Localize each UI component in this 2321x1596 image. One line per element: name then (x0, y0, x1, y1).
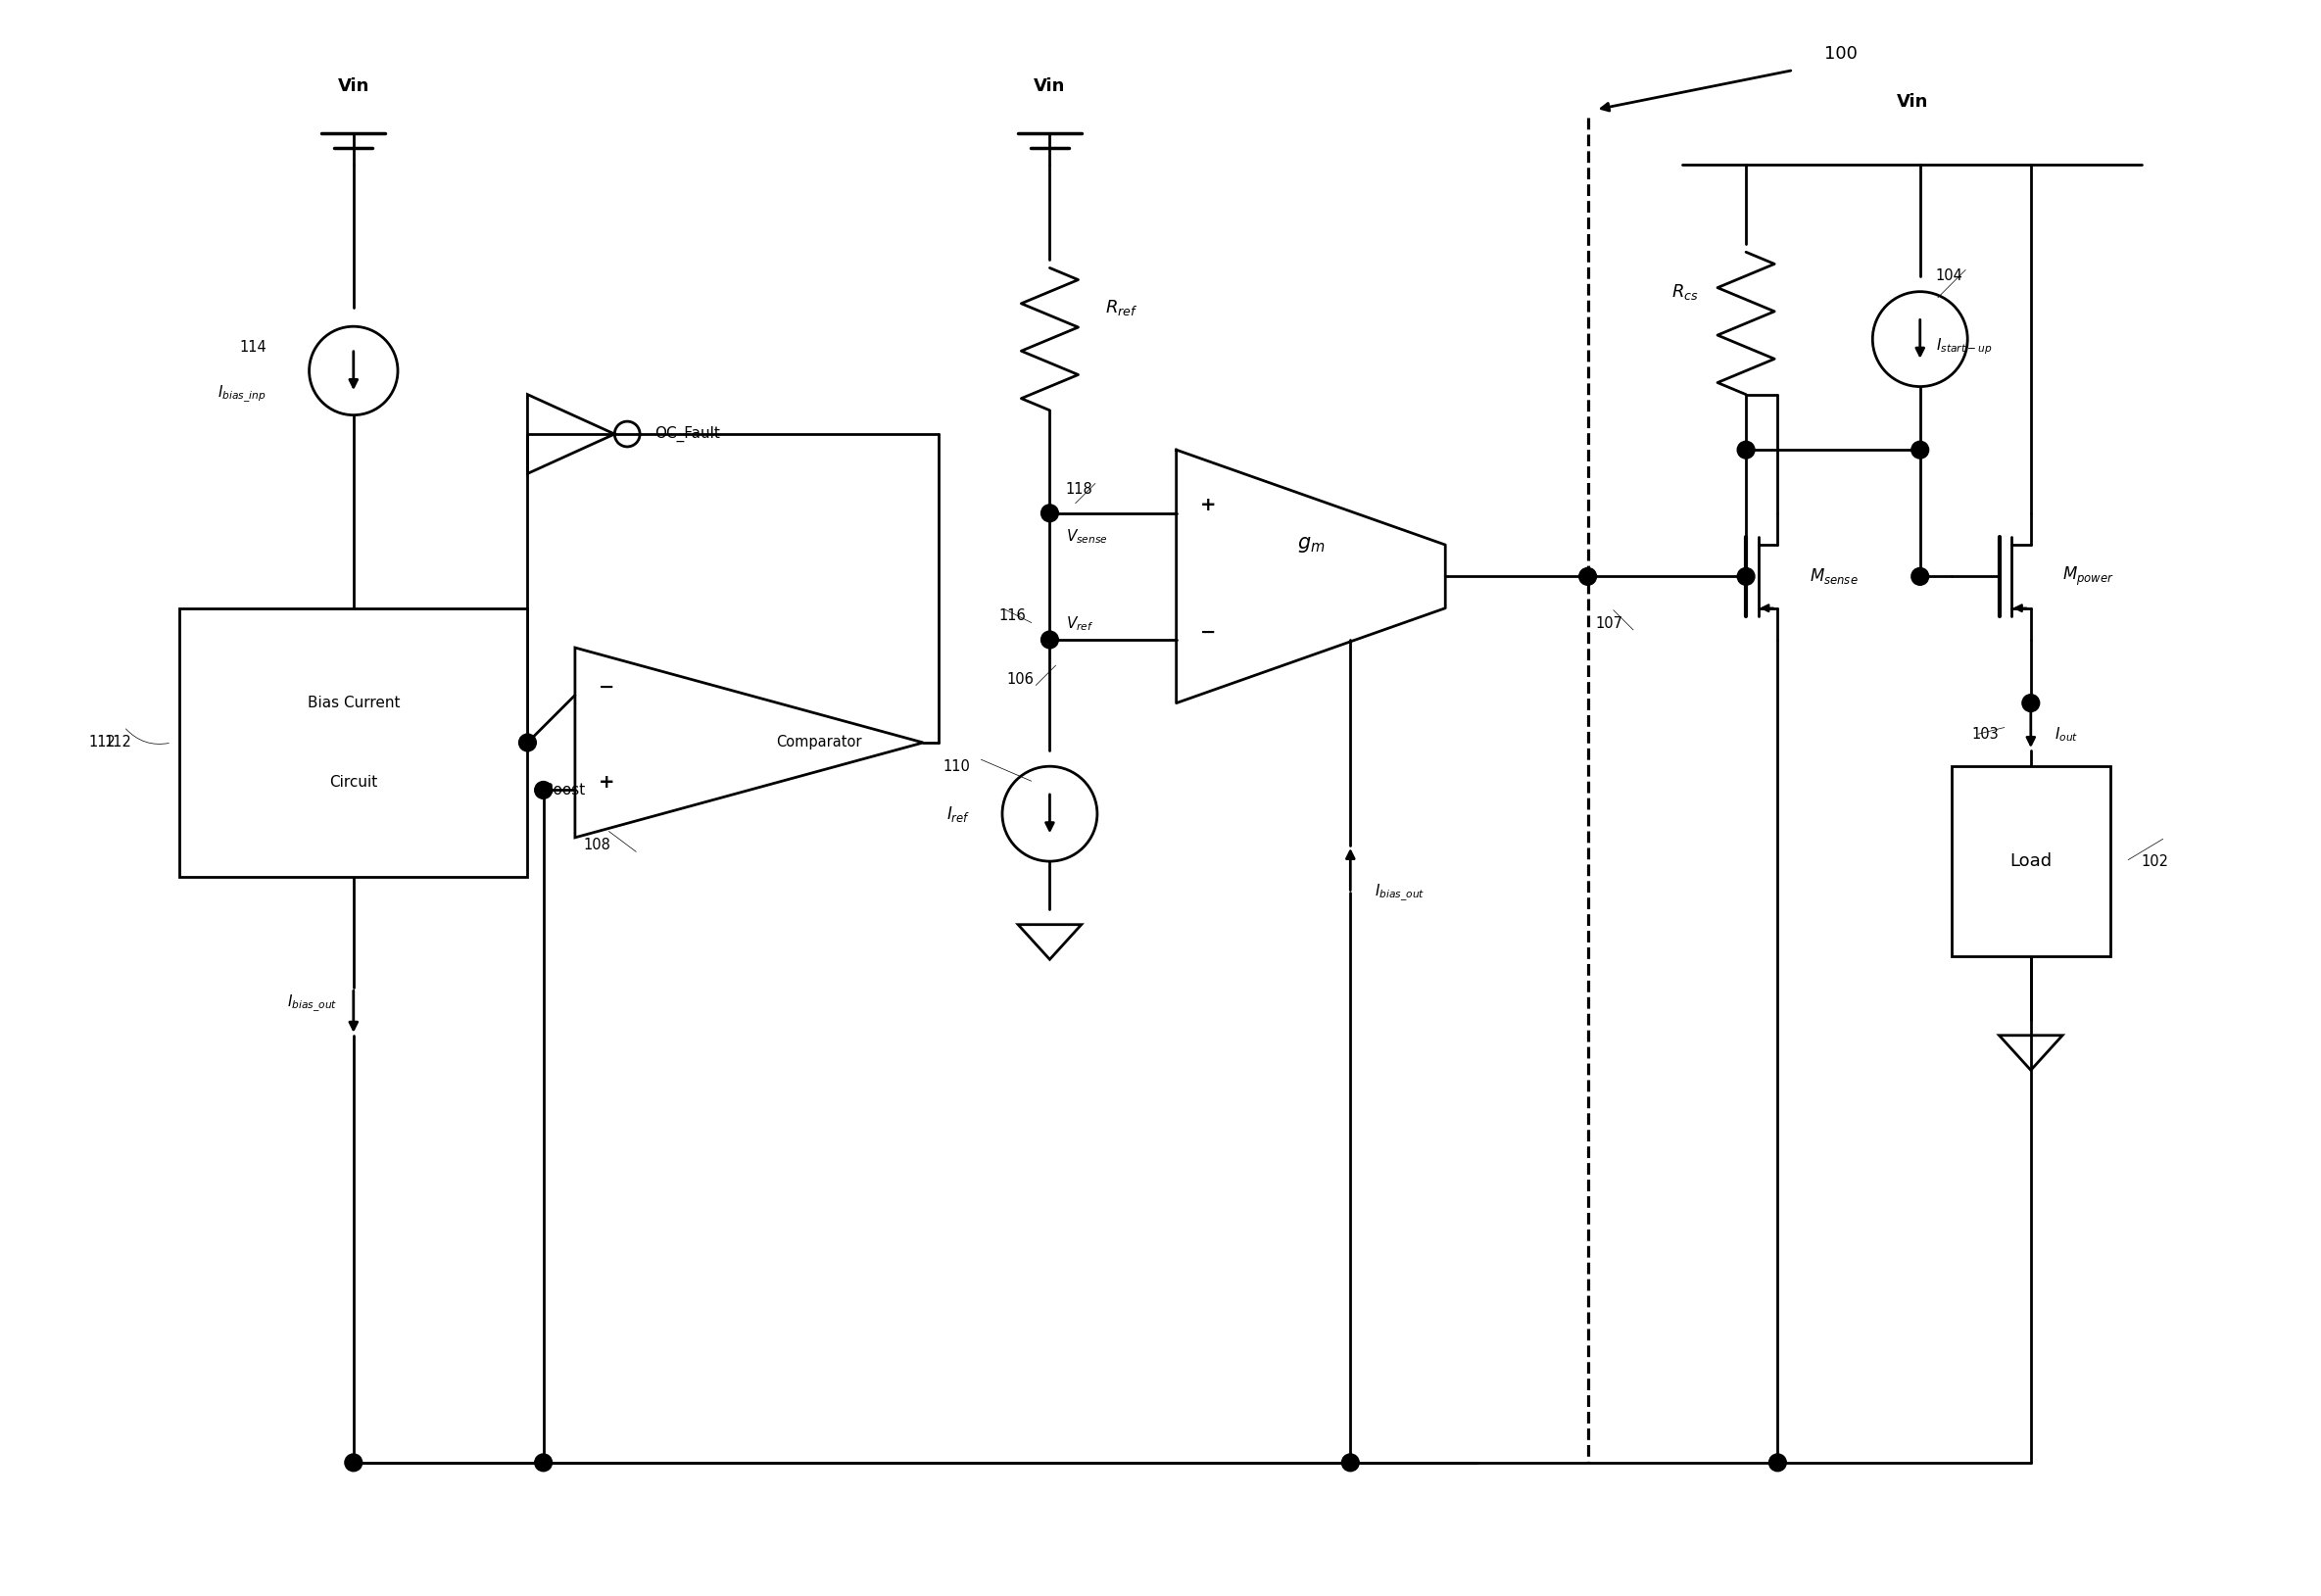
Text: 116: 116 (998, 608, 1026, 624)
Text: Boost: Boost (543, 782, 585, 798)
Text: 107: 107 (1595, 616, 1622, 632)
Circle shape (1738, 568, 1755, 586)
Text: $R_{cs}$: $R_{cs}$ (1671, 282, 1699, 302)
Text: Comparator: Comparator (775, 736, 861, 750)
Text: $I_{bias\_inp}$: $I_{bias\_inp}$ (218, 385, 267, 405)
Text: Vin: Vin (1033, 77, 1065, 94)
Text: 110: 110 (942, 760, 970, 774)
Circle shape (1342, 1454, 1360, 1472)
Text: Vin: Vin (1896, 93, 1929, 110)
Circle shape (1910, 440, 1929, 458)
Text: $I_{bias\_out}$: $I_{bias\_out}$ (1374, 883, 1425, 903)
Text: $M_{sense}$: $M_{sense}$ (1810, 567, 1857, 586)
Text: $I_{ref}$: $I_{ref}$ (947, 804, 970, 824)
Text: 108: 108 (583, 838, 610, 852)
Text: 112: 112 (88, 736, 116, 750)
Text: −: − (1200, 622, 1216, 642)
Text: OC_Fault: OC_Fault (655, 426, 720, 442)
Text: 112: 112 (104, 736, 132, 750)
FancyBboxPatch shape (1952, 766, 2110, 956)
Circle shape (1042, 630, 1058, 648)
Text: Circuit: Circuit (330, 774, 378, 790)
Text: 104: 104 (1936, 268, 1964, 282)
Circle shape (2022, 694, 2040, 712)
Circle shape (346, 1454, 362, 1472)
Text: −: − (599, 678, 615, 696)
Text: 102: 102 (2142, 854, 2170, 868)
Text: $R_{ref}$: $R_{ref}$ (1105, 298, 1137, 318)
Text: Bias Current: Bias Current (306, 696, 399, 710)
Text: Vin: Vin (337, 77, 369, 94)
Text: $M_{power}$: $M_{power}$ (2063, 565, 2114, 587)
Circle shape (1578, 568, 1597, 586)
Text: $I_{bias\_out}$: $I_{bias\_out}$ (288, 993, 337, 1013)
Text: Load: Load (2010, 852, 2052, 870)
Text: 118: 118 (1065, 482, 1093, 496)
Circle shape (1769, 1454, 1787, 1472)
Text: 103: 103 (1973, 728, 1998, 742)
Text: 100: 100 (1824, 45, 1857, 64)
Text: +: + (599, 772, 615, 792)
Circle shape (534, 782, 552, 798)
Circle shape (1042, 504, 1058, 522)
Circle shape (534, 1454, 552, 1472)
Text: $I_{start-up}$: $I_{start-up}$ (1936, 337, 1991, 358)
Text: +: + (1200, 496, 1216, 514)
Circle shape (1738, 440, 1755, 458)
Text: $V_{sense}$: $V_{sense}$ (1065, 528, 1107, 546)
Circle shape (520, 734, 536, 752)
Text: $V_{ref}$: $V_{ref}$ (1065, 614, 1093, 634)
FancyBboxPatch shape (179, 608, 527, 878)
Text: 114: 114 (239, 340, 267, 354)
Circle shape (1910, 568, 1929, 586)
Text: $I_{out}$: $I_{out}$ (2054, 726, 2077, 744)
Text: $g_m$: $g_m$ (1297, 535, 1325, 555)
Text: 106: 106 (1007, 672, 1033, 686)
